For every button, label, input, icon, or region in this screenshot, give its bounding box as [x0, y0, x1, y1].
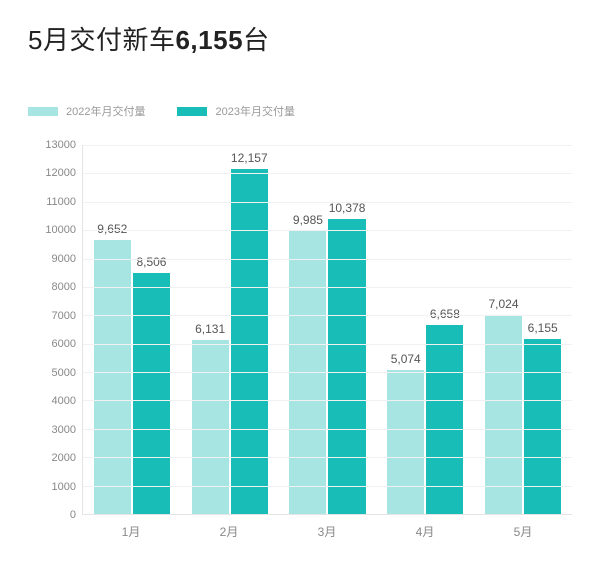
legend-swatch: [177, 107, 207, 116]
page-title: 5月交付新车6,155台: [28, 20, 572, 57]
bar-value-label: 8,506: [136, 255, 166, 269]
bar-group: 5,074 6,658: [376, 145, 474, 514]
bar-group: 7,024 6,155: [474, 145, 572, 514]
bar-value-label: 7,024: [488, 297, 518, 311]
y-tick: 6000: [36, 338, 76, 350]
gridline: [83, 230, 572, 231]
bar-value-label: 5,074: [391, 352, 421, 366]
legend-swatch: [28, 107, 58, 116]
gridline: [83, 344, 572, 345]
y-tick: 4000: [36, 395, 76, 407]
bar-chart: 0 1000 2000 3000 4000 5000 6000 7000 8000 9000 100…: [36, 145, 572, 545]
x-tick: 2月: [180, 515, 278, 545]
legend: 2022年月交付量 2023年月交付量: [28, 103, 572, 119]
y-axis: 0100020003000400050006000700080009000100…: [36, 145, 76, 515]
bar: 6,155: [524, 339, 561, 514]
title-highlight: 6,155: [175, 25, 243, 55]
bar-value-label: 9,652: [97, 222, 127, 236]
bar-value-label: 12,157: [231, 151, 268, 165]
gridline: [83, 259, 572, 260]
bar-value-label: 6,155: [528, 321, 558, 335]
y-tick: 10000: [36, 224, 76, 236]
y-tick: 12000: [36, 167, 76, 179]
y-tick: 1000: [36, 481, 76, 493]
x-tick: 1月: [82, 515, 180, 545]
title-prefix: 5月交付新车: [28, 25, 175, 55]
gridline: [83, 400, 572, 401]
bar: 12,157: [231, 169, 268, 514]
y-tick: 7000: [36, 310, 76, 322]
bar-value-label: 6,131: [195, 322, 225, 336]
y-tick: 11000: [36, 196, 76, 208]
y-tick: 2000: [36, 452, 76, 464]
y-tick: 5000: [36, 367, 76, 379]
gridline: [83, 457, 572, 458]
bar-value-label: 9,985: [293, 213, 323, 227]
legend-item-2022: 2022年月交付量: [28, 103, 145, 119]
gridline: [83, 486, 572, 487]
y-tick: 8000: [36, 281, 76, 293]
x-tick: 5月: [474, 515, 572, 545]
bar-group: 9,985 10,378: [279, 145, 377, 514]
bar: 8,506: [133, 273, 170, 514]
x-tick: 3月: [278, 515, 376, 545]
bar-group: 9,6528,506: [83, 145, 181, 514]
legend-label: 2023年月交付量: [215, 103, 294, 119]
gridline: [83, 202, 572, 203]
y-tick: 13000: [36, 139, 76, 151]
y-tick: 3000: [36, 424, 76, 436]
gridline: [83, 145, 572, 146]
gridline: [83, 315, 572, 316]
gridline: [83, 173, 572, 174]
gridline: [83, 372, 572, 373]
gridline: [83, 429, 572, 430]
x-axis: 1月2月3月4月5月: [82, 515, 572, 545]
bar: 5,074: [387, 370, 424, 514]
x-tick: 4月: [376, 515, 474, 545]
plot-area: 9,6528,5066,13112,1579,98510,3785,0746,6…: [82, 145, 572, 515]
bar-value-label: 10,378: [329, 201, 366, 215]
y-tick: 9000: [36, 253, 76, 265]
chart-container: 5月交付新车6,155台 2022年月交付量 2023年月交付量 0100020…: [0, 0, 600, 545]
legend-item-2023: 2023年月交付量: [177, 103, 294, 119]
bar-value-label: 6,658: [430, 307, 460, 321]
legend-label: 2022年月交付量: [66, 103, 145, 119]
bar: 10,378: [328, 219, 365, 514]
y-tick: 0: [36, 509, 76, 521]
bar: 6,131: [192, 340, 229, 514]
bar-groups: 9,6528,5066,13112,1579,98510,3785,0746,6…: [83, 145, 572, 514]
title-suffix: 台: [243, 25, 270, 55]
bar: 9,652: [94, 240, 131, 514]
bar-group: 6,13112,157: [181, 145, 279, 514]
gridline: [83, 287, 572, 288]
